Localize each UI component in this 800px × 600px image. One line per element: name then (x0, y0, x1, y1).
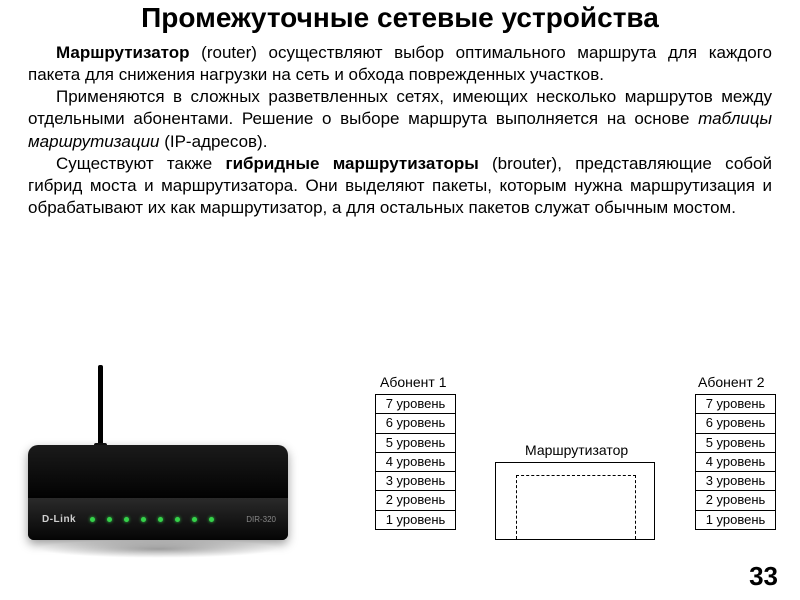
router-leds (90, 517, 214, 522)
led-icon (141, 517, 146, 522)
router-brand-label: D-Link (42, 514, 76, 525)
p3-a: Существуют также (56, 154, 226, 173)
osi-level-cell: 4 уровень (696, 452, 776, 471)
led-icon (192, 517, 197, 522)
led-icon (124, 517, 129, 522)
osi-level-cell: 3 уровень (696, 472, 776, 491)
led-icon (107, 517, 112, 522)
osi-stack-abonent2: 7 уровень6 уровень5 уровень4 уровень3 ур… (695, 394, 776, 530)
router-image: D-Link DIR-320 (28, 390, 288, 570)
figure-area: D-Link DIR-320 Абонент 1 Абонент 2 Маршр… (0, 380, 800, 600)
p2-a: Применяются в сложных разветвленных сетя… (28, 87, 772, 128)
term-brouter: гибридные маршрутизаторы (226, 154, 479, 173)
router-box (495, 462, 655, 540)
router-dashed-region (516, 475, 636, 539)
router-antenna-icon (98, 365, 103, 450)
osi-level-cell: 5 уровень (696, 433, 776, 452)
osi-stack-abonent1: 7 уровень6 уровень5 уровень4 уровень3 ур… (375, 394, 456, 530)
led-icon (158, 517, 163, 522)
router-chassis: D-Link DIR-320 (28, 445, 288, 540)
osi-level-cell: 1 уровень (376, 510, 456, 529)
router-front-panel: D-Link DIR-320 (28, 498, 288, 540)
abonent2-label: Абонент 2 (698, 374, 764, 390)
led-icon (90, 517, 95, 522)
osi-level-cell: 3 уровень (376, 472, 456, 491)
router-shadow (38, 540, 278, 558)
osi-level-cell: 7 уровень (696, 395, 776, 414)
osi-level-cell: 2 уровень (696, 491, 776, 510)
paragraph-3: Существуют также гибридные маршрутизатор… (28, 153, 772, 219)
abonent1-label: Абонент 1 (380, 374, 446, 390)
page-number: 33 (749, 561, 778, 592)
osi-level-cell: 7 уровень (376, 395, 456, 414)
osi-diagram: Абонент 1 Абонент 2 Маршрутизатор 7 уров… (300, 370, 780, 580)
osi-level-cell: 2 уровень (376, 491, 456, 510)
osi-level-cell: 4 уровень (376, 452, 456, 471)
term-router: Маршрутизатор (56, 43, 190, 62)
router-box-label: Маршрутизатор (525, 442, 628, 458)
router-model-label: DIR-320 (246, 515, 276, 524)
osi-level-cell: 5 уровень (376, 433, 456, 452)
body-text: Маршрутизатор (router) осуществляют выбо… (0, 42, 800, 219)
p2-b: (IP-адресов). (159, 132, 267, 151)
osi-level-cell: 6 уровень (696, 414, 776, 433)
osi-level-cell: 6 уровень (376, 414, 456, 433)
led-icon (209, 517, 214, 522)
paragraph-1: Маршрутизатор (router) осуществляют выбо… (28, 42, 772, 86)
led-icon (175, 517, 180, 522)
osi-level-cell: 1 уровень (696, 510, 776, 529)
page-title: Промежуточные сетевые устройства (0, 0, 800, 42)
paragraph-2: Применяются в сложных разветвленных сетя… (28, 86, 772, 152)
